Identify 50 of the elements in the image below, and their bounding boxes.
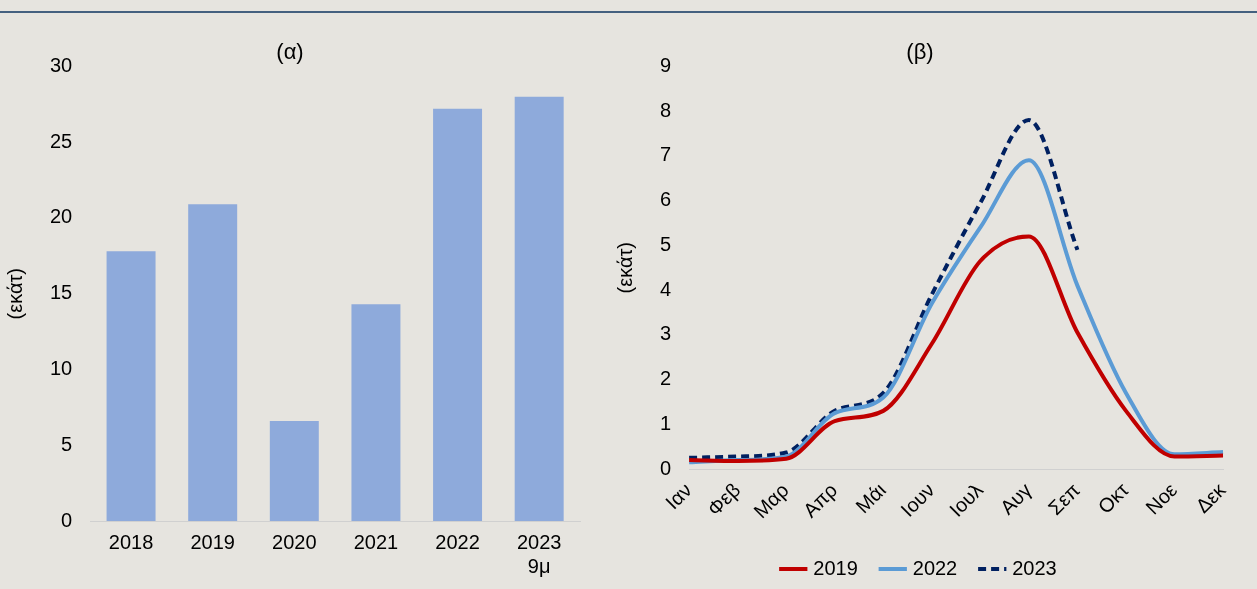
y-tick-label: 5 <box>61 432 73 455</box>
y-tick-label: 10 <box>50 356 73 379</box>
y-axis-title: (εκάτ) <box>3 267 26 320</box>
y-tick-label: 25 <box>50 129 73 152</box>
line-series <box>687 234 1226 463</box>
y-tick-label: 3 <box>660 322 672 345</box>
legend-label: 2019 <box>813 556 858 579</box>
x-tick-label: 2022 <box>435 530 480 553</box>
y-tick-label: 5 <box>660 232 672 255</box>
x-tick-label: Αυγ <box>995 478 1036 519</box>
x-tick-label: Νοε <box>1141 478 1182 519</box>
bar <box>514 96 564 521</box>
x-tick-label: 2019 <box>190 530 235 553</box>
y-tick-label: 0 <box>660 456 672 479</box>
x-tick-label: 2023 9μ <box>516 530 562 577</box>
x-tick-label: Μάι <box>851 478 890 518</box>
legend-label: 2023 <box>1012 556 1057 579</box>
y-tick-label: 20 <box>50 205 73 228</box>
bar <box>106 251 156 521</box>
x-tick-label: 2018 <box>108 530 154 553</box>
x-tick-label: 2020 <box>272 530 317 553</box>
x-tick-label: Φεβ <box>703 478 745 520</box>
chart-title: (β) <box>906 39 934 65</box>
legend-label: 2022 <box>912 556 958 579</box>
chart-title: (α) <box>276 39 304 65</box>
y-tick-label: 7 <box>660 143 672 166</box>
y-tick-label: 2 <box>660 367 672 390</box>
y-tick-label: 9 <box>660 53 672 76</box>
x-tick-label: Ιουλ <box>944 478 988 521</box>
x-tick-label: Σεπ <box>1043 478 1085 520</box>
x-tick-label: Απρ <box>798 478 842 522</box>
bar <box>188 204 238 521</box>
y-tick-label: 8 <box>660 98 672 121</box>
line-series <box>687 118 1080 460</box>
x-tick-label: 2021 <box>353 530 399 553</box>
x-tick-label: Ιαν <box>661 478 696 514</box>
y-tick-label: 15 <box>50 281 73 304</box>
x-tick-label: Μαρ <box>749 478 793 523</box>
x-tick-label: Οκτ <box>1093 478 1133 518</box>
bar <box>351 304 401 521</box>
x-tick-label: Ιουν <box>896 478 939 521</box>
bar <box>269 420 319 521</box>
y-tick-label: 1 <box>660 411 672 434</box>
y-tick-label: 0 <box>61 508 73 531</box>
y-tick-label: 30 <box>50 53 73 76</box>
y-tick-label: 6 <box>660 188 672 211</box>
x-tick-label: Δεκ <box>1191 477 1231 518</box>
bar <box>433 108 483 521</box>
y-axis-title: (εκάτ) <box>613 241 636 294</box>
y-tick-label: 4 <box>660 277 672 300</box>
